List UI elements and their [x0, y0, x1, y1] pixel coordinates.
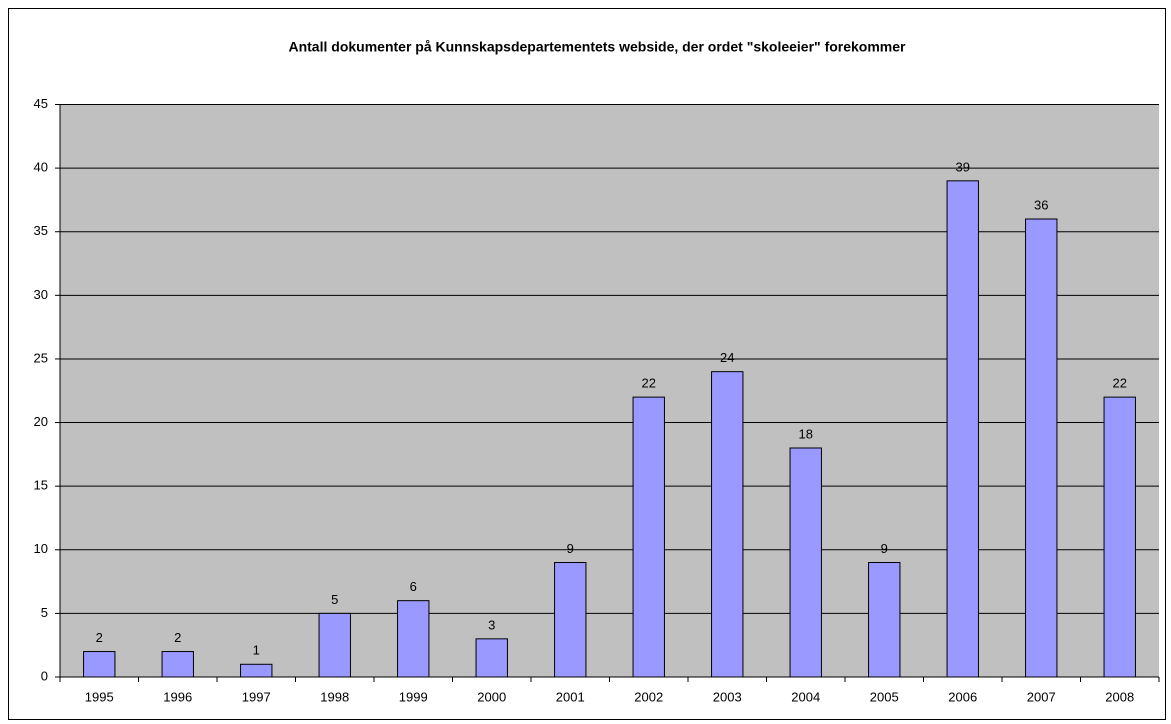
bar	[711, 371, 744, 678]
y-tick-label: 0	[41, 668, 48, 683]
bar	[161, 651, 194, 678]
x-tick-label: 2003	[713, 689, 742, 704]
y-tick-label: 40	[34, 160, 48, 175]
bar	[318, 612, 351, 678]
data-label: 36	[1034, 197, 1048, 212]
bar	[789, 447, 822, 678]
y-tick-label: 30	[34, 287, 48, 302]
x-tick-label: 2007	[1027, 689, 1056, 704]
x-tick-label: 2005	[870, 689, 899, 704]
bar	[868, 562, 901, 678]
y-tick-label: 20	[34, 414, 48, 429]
bar	[946, 180, 979, 678]
bar	[632, 396, 665, 678]
bar	[83, 651, 116, 678]
y-tick-label: 15	[34, 478, 48, 493]
y-tick-label: 25	[34, 350, 48, 365]
x-tick-label: 2008	[1105, 689, 1134, 704]
data-label: 22	[642, 376, 656, 391]
chart-title: Antall dokumenter på Kunnskapsdepartemen…	[288, 39, 906, 55]
data-label: 22	[1113, 376, 1127, 391]
x-tick-label: 1996	[163, 689, 192, 704]
data-label: 2	[174, 630, 181, 645]
data-label: 1	[253, 643, 260, 658]
bar	[475, 638, 508, 678]
y-tick-label: 35	[34, 223, 48, 238]
x-tick-label: 2002	[634, 689, 663, 704]
bar	[554, 562, 587, 678]
data-label: 18	[799, 426, 813, 441]
x-tick-label: 2006	[948, 689, 977, 704]
data-label: 2	[96, 630, 103, 645]
bar	[240, 663, 273, 678]
x-tick-label: 2004	[791, 689, 820, 704]
y-tick-label: 45	[34, 96, 48, 111]
x-tick-label: 2000	[477, 689, 506, 704]
x-tick-label: 1998	[320, 689, 349, 704]
data-label: 6	[410, 579, 417, 594]
x-tick-label: 1999	[399, 689, 428, 704]
data-label: 3	[488, 617, 495, 632]
data-label: 9	[567, 541, 574, 556]
plot-area	[60, 104, 1159, 677]
bar	[1025, 218, 1058, 678]
bar	[397, 600, 430, 678]
x-tick-label: 2001	[556, 689, 585, 704]
x-tick-label: 1995	[85, 689, 114, 704]
bar	[1103, 396, 1136, 678]
x-tick-label: 1997	[242, 689, 271, 704]
y-tick-label: 10	[34, 541, 48, 556]
y-tick-label: 5	[41, 605, 48, 620]
data-label: 39	[956, 159, 970, 174]
data-label: 24	[720, 350, 734, 365]
data-label: 9	[881, 541, 888, 556]
data-label: 5	[331, 592, 338, 607]
